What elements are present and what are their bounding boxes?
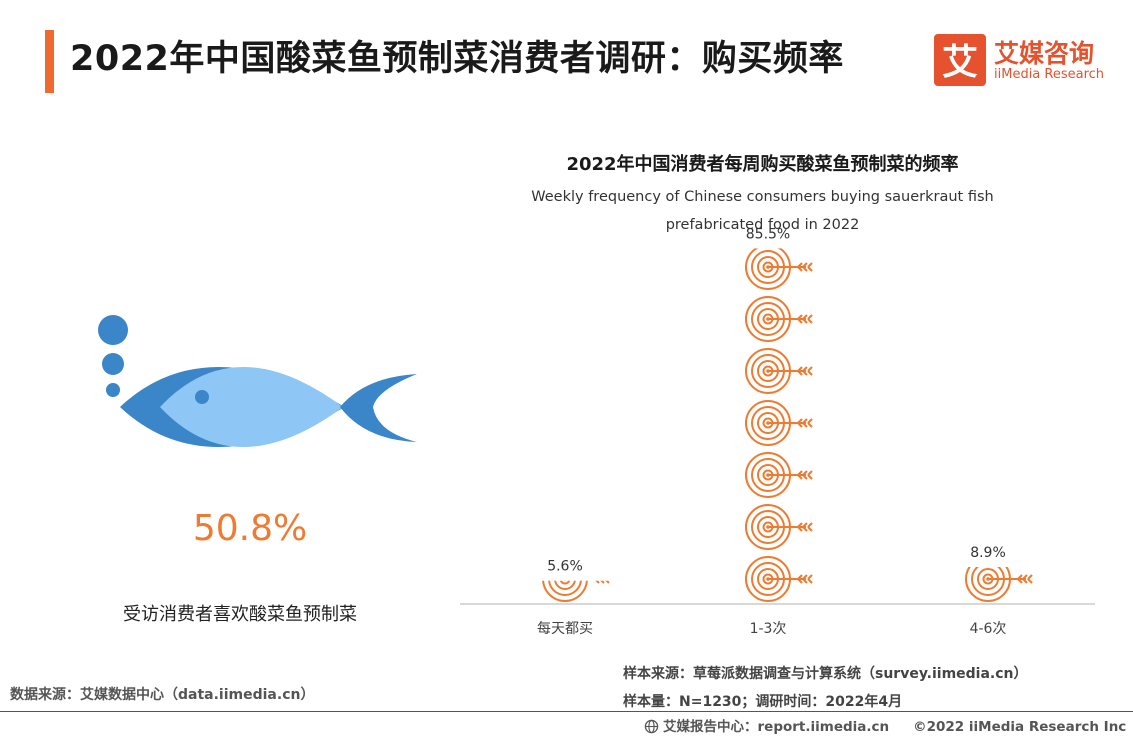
value-label-2: 85.5% [746, 226, 790, 242]
value-label-3: 8.9% [970, 545, 1006, 561]
bubble-medium [102, 353, 124, 375]
fish-icon [98, 315, 417, 447]
fish-body-front [160, 367, 343, 447]
category-label-1: 每天都买 [537, 621, 593, 637]
logo-mark-icon: 艾 [934, 34, 986, 86]
category-label-2: 1-3次 [750, 621, 787, 637]
like-caption: 受访消费者喜欢酸菜鱼预制菜 [123, 604, 357, 625]
bubble-small [106, 383, 120, 397]
bar-1 [542, 580, 610, 602]
like-percentage: 50.8% [192, 508, 308, 549]
globe-icon [644, 719, 659, 734]
chart-title: 2022年中国消费者每周购买酸菜鱼预制菜的频率 [566, 154, 959, 175]
chart-subtitle-line-1: Weekly frequency of Chinese consumers bu… [531, 189, 994, 205]
footer-divider [0, 711, 1133, 712]
category-label-3: 4-6次 [970, 621, 1007, 637]
title-accent-bar [45, 30, 54, 93]
footer-bar: 艾媒报告中心：report.iimedia.cn ©2022 iiMedia Re… [644, 715, 1126, 735]
sample-source: 样本来源：草莓派数据调查与计算系统（survey.iimedia.cn） [623, 666, 1028, 682]
chart-subtitle-line-2: prefabricated food in 2022 [665, 217, 860, 233]
brand-logo: 艾 艾媒咨询 iiMedia Research [934, 34, 1124, 88]
fish-eye [195, 390, 209, 404]
page-title: 2022年中国酸菜鱼预制菜消费者调研：购买频率 [70, 39, 844, 79]
bar-2 [745, 248, 813, 602]
logo-text-en: iiMedia Research [994, 67, 1105, 82]
value-label-1: 5.6% [547, 559, 583, 575]
sample-size: 样本量：N=1230；调研时间：2022年4月 [623, 694, 903, 710]
chart-subtitle: Weekly frequency of Chinese consumers bu… [510, 183, 1015, 239]
sample-info: 样本来源：草莓派数据调查与计算系统（survey.iimedia.cn） 样本量… [623, 660, 1028, 716]
copyright: ©2022 iiMedia Research Inc [913, 719, 1127, 735]
data-source: 数据来源：艾媒数据中心（data.iimedia.cn） [10, 687, 315, 703]
bar-3 [965, 566, 1033, 602]
report-center: 艾媒报告中心：report.iimedia.cn [663, 719, 890, 735]
logo-text-cn: 艾媒咨询 [994, 39, 1095, 68]
svg-text:艾: 艾 [942, 42, 978, 83]
bubble-large [98, 315, 128, 345]
fish-tail [340, 374, 417, 442]
